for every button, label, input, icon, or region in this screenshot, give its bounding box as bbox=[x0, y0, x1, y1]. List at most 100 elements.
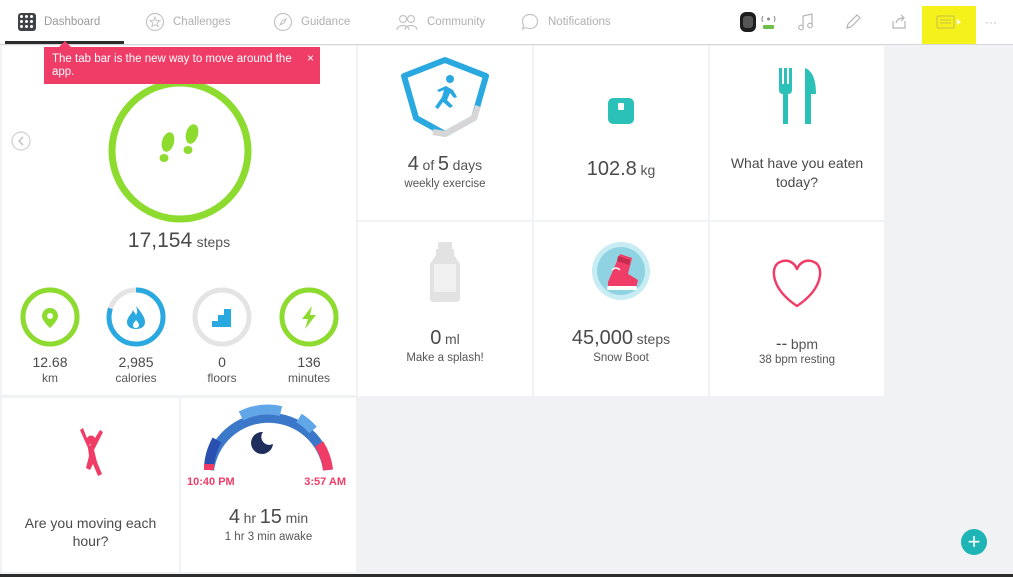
exercise-subtitle: weekly exercise bbox=[404, 178, 486, 190]
location-pin-icon bbox=[42, 308, 58, 328]
tab-challenges[interactable]: Challenges bbox=[145, 0, 231, 44]
sleep-duration: 4 hr 15 min bbox=[181, 506, 356, 529]
fitbit-logo-icon bbox=[18, 13, 36, 31]
badge-value-row: 45,000 steps bbox=[534, 327, 708, 350]
steps-tile[interactable]: 17,154 steps 12.68 km 2,985 calories 0 floors… bbox=[2, 46, 356, 395]
stat-progress-ring bbox=[106, 287, 166, 347]
heart-subtitle: 38 bpm resting bbox=[758, 354, 836, 366]
badge-value: 45,000 bbox=[571, 327, 634, 349]
hourly-prompt-line1: Are you moving each bbox=[24, 515, 157, 531]
people-icon bbox=[395, 12, 419, 32]
exercise-unit: days bbox=[452, 157, 483, 173]
watch-sync-icon[interactable] bbox=[737, 10, 781, 34]
tab-notifications[interactable]: Notifications bbox=[520, 0, 611, 44]
stairs-icon bbox=[212, 309, 231, 327]
tab-challenges-label: Challenges bbox=[173, 16, 231, 28]
runner-icon bbox=[435, 75, 457, 109]
card-icon[interactable] bbox=[934, 10, 964, 34]
pencil-icon[interactable] bbox=[843, 10, 863, 34]
tab-guidance-label: Guidance bbox=[301, 16, 351, 28]
food-tile[interactable]: What have you eaten today? bbox=[710, 46, 884, 220]
food-prompt: What have you eaten today? bbox=[710, 154, 884, 192]
sleep-minutes: 15 bbox=[259, 506, 282, 528]
sleep-start-time: 10:40 PM bbox=[187, 476, 235, 488]
top-tab-bar: Dashboard Challenges Guidance Community … bbox=[0, 0, 1013, 45]
stat-calories[interactable]: 2,985 calories bbox=[96, 283, 176, 393]
weight-value-row: 102.8 kg bbox=[534, 158, 708, 181]
exercise-of: of bbox=[422, 157, 435, 173]
weight-unit: kg bbox=[640, 162, 656, 178]
heart-icon bbox=[772, 259, 822, 308]
previous-arrow-icon bbox=[11, 131, 31, 151]
water-value: 0 bbox=[430, 327, 442, 349]
steps-count: 17,154 steps bbox=[2, 229, 356, 253]
sleep-hours: 4 bbox=[228, 506, 240, 528]
food-prompt-line1: What have you eaten bbox=[730, 155, 864, 171]
weight-value: 102.8 bbox=[586, 158, 637, 180]
exercise-count: 4 of 5 days bbox=[358, 153, 532, 176]
heart-unit: bpm bbox=[790, 336, 819, 352]
tooltip-arrow bbox=[59, 41, 71, 47]
water-tile[interactable]: 0 ml Make a splash! bbox=[358, 222, 532, 396]
stat-value: 12.68 bbox=[32, 354, 68, 370]
heart-value-row: -- bpm bbox=[710, 334, 884, 354]
tab-community[interactable]: Community bbox=[395, 0, 485, 44]
badge-subtitle: Snow Boot bbox=[593, 352, 649, 364]
bottom-border bbox=[0, 574, 1013, 577]
music-note-icon[interactable] bbox=[796, 10, 816, 34]
sleep-hours-unit: hr bbox=[243, 510, 257, 526]
water-bottle-icon bbox=[430, 242, 460, 302]
exercise-goal: 5 bbox=[437, 153, 449, 175]
weight-tile[interactable]: 102.8 kg bbox=[534, 46, 708, 220]
more-icon[interactable]: ··· bbox=[985, 15, 997, 29]
fork-knife-icon bbox=[779, 68, 816, 124]
stat-value: 2,985 bbox=[118, 354, 154, 370]
highlight-marker bbox=[922, 6, 976, 44]
stat-minutes[interactable]: 136 minutes bbox=[269, 283, 349, 393]
add-button[interactable]: + bbox=[961, 529, 987, 555]
chat-bubble-icon bbox=[520, 12, 540, 32]
water-value-row: 0 ml bbox=[358, 327, 532, 350]
hourly-prompt-line2: hour? bbox=[72, 533, 109, 549]
sleep-subtitle: 1 hr 3 min awake bbox=[224, 531, 313, 543]
tab-guidance[interactable]: Guidance bbox=[273, 0, 350, 44]
stat-label: floors bbox=[207, 371, 237, 385]
sleep-arc bbox=[203, 404, 333, 471]
stat-progress-ring bbox=[20, 287, 80, 347]
stat-value: 136 bbox=[297, 354, 321, 370]
heart-value: -- bbox=[775, 334, 788, 353]
moon-icon bbox=[251, 431, 273, 454]
tab-dashboard[interactable]: Dashboard bbox=[18, 0, 100, 44]
water-unit: ml bbox=[444, 331, 460, 347]
scale-icon bbox=[608, 98, 634, 124]
hourly-activity-prompt: Are you moving each hour? bbox=[2, 514, 179, 550]
stat-label: km bbox=[42, 371, 58, 385]
tab-community-label: Community bbox=[427, 16, 486, 28]
lightning-icon bbox=[302, 306, 316, 329]
badge-tile[interactable]: 45,000 steps Snow Boot bbox=[534, 222, 708, 396]
exercise-tile[interactable]: 4 of 5 days weekly exercise bbox=[358, 46, 532, 220]
sleep-tile[interactable]: 10:40 PM 3:57 AM 4 hr 15 min 1 hr 3 min … bbox=[181, 398, 356, 572]
water-subtitle: Make a splash! bbox=[406, 352, 484, 364]
stat-floors[interactable]: 0 floors bbox=[182, 283, 262, 393]
compass-icon bbox=[273, 12, 293, 32]
stretching-person-icon bbox=[80, 428, 103, 476]
steps-progress-ring bbox=[108, 79, 252, 223]
tab-dashboard-label: Dashboard bbox=[44, 16, 101, 28]
stat-progress-ring bbox=[279, 287, 339, 347]
exercise-done: 4 bbox=[407, 153, 419, 175]
share-icon[interactable] bbox=[889, 10, 909, 34]
close-icon[interactable]: × bbox=[306, 51, 314, 65]
stat-km[interactable]: 12.68 km bbox=[10, 283, 90, 393]
stat-value: 0 bbox=[218, 354, 226, 370]
tab-bar-tooltip: The tab bar is the new way to move aroun… bbox=[44, 41, 320, 84]
hourly-activity-tile[interactable]: Are you moving each hour? bbox=[2, 398, 179, 572]
sleep-minutes-unit: min bbox=[285, 510, 309, 526]
steps-value: 17,154 bbox=[127, 229, 193, 252]
steps-unit: steps bbox=[196, 234, 231, 250]
snow-boot-badge-icon bbox=[592, 242, 650, 300]
footprints-icon bbox=[159, 124, 199, 162]
star-icon bbox=[145, 12, 165, 32]
heart-rate-tile[interactable]: -- bpm 38 bpm resting bbox=[710, 222, 884, 396]
sleep-end-time: 3:57 AM bbox=[304, 476, 346, 488]
